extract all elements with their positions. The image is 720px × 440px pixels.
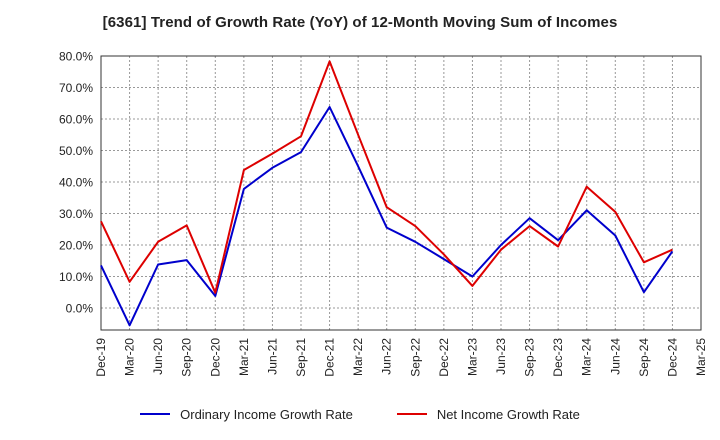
legend-swatch-ordinary xyxy=(140,413,171,415)
legend-swatch-net xyxy=(396,413,427,415)
y-tick-label: 20.0% xyxy=(59,238,93,252)
y-tick-label: 50.0% xyxy=(59,144,93,158)
x-tick-label: Jun-24 xyxy=(608,338,622,375)
x-tick-label: Jun-23 xyxy=(494,338,508,375)
x-tick-label: Mar-24 xyxy=(580,338,594,376)
x-tick-label: Mar-21 xyxy=(237,338,251,376)
plot-area xyxy=(101,56,701,330)
x-tick-label: Mar-23 xyxy=(465,338,479,376)
x-tick-label: Jun-21 xyxy=(265,338,279,375)
x-tick-label: Sep-23 xyxy=(523,338,537,377)
x-tick-label: Sep-20 xyxy=(180,338,194,377)
series-line-net-income xyxy=(100,60,673,294)
x-tick-label: Dec-23 xyxy=(551,338,565,377)
x-tick-label: Mar-20 xyxy=(123,338,137,376)
y-tick-label: 60.0% xyxy=(59,112,93,126)
x-tick-label: Sep-21 xyxy=(294,338,308,377)
legend: Ordinary Income Growth Rate Net Income G… xyxy=(0,404,720,424)
x-tick-label: Mar-25 xyxy=(694,338,708,376)
legend-label-ordinary: Ordinary Income Growth Rate xyxy=(180,406,353,422)
chart-title: [6361] Trend of Growth Rate (YoY) of 12-… xyxy=(102,14,618,31)
legend-label-net: Net Income Growth Rate xyxy=(436,406,580,422)
y-tick-label: 0.0% xyxy=(66,301,94,315)
x-tick-label: Sep-22 xyxy=(408,338,422,377)
legend-item-net: Net Income Growth Rate xyxy=(396,406,580,422)
y-tick-label: 30.0% xyxy=(59,207,93,221)
x-tick-label: Sep-24 xyxy=(637,338,651,377)
series-line-ordinary-income xyxy=(100,106,674,327)
legend-item-ordinary: Ordinary Income Growth Rate xyxy=(140,407,353,422)
x-tick-label: Dec-24 xyxy=(665,338,679,377)
x-tick-label: Dec-19 xyxy=(94,338,108,377)
x-tick-label: Jun-20 xyxy=(151,338,165,375)
x-tick-label: Mar-22 xyxy=(351,338,365,376)
x-tick-label: Dec-21 xyxy=(323,338,337,377)
y-tick-label: 70.0% xyxy=(59,81,93,95)
x-tick-label: Dec-22 xyxy=(437,338,451,377)
y-tick-label: 80.0% xyxy=(59,50,93,64)
y-tick-label: 10.0% xyxy=(59,270,93,284)
y-tick-label: 40.0% xyxy=(59,175,93,189)
plot-border xyxy=(100,55,702,331)
x-tick-label: Jun-22 xyxy=(380,338,394,375)
x-tick-label: Dec-20 xyxy=(208,338,222,377)
